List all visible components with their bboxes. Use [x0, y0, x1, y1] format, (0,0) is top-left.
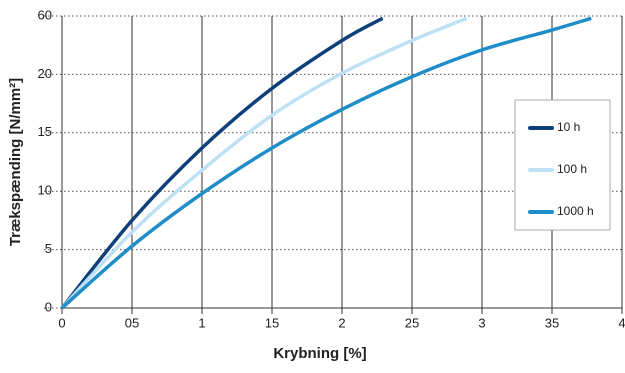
legend-box [514, 99, 611, 231]
x-tick-label: 3 [478, 315, 485, 330]
x-tick-label: 35 [545, 315, 559, 330]
x-tick-label: 2 [338, 315, 345, 330]
y-tick-label: 5 [45, 241, 52, 256]
x-tick-label: 0 [58, 315, 65, 330]
y-axis-title: Trækspænding [N/mm²] [7, 78, 24, 246]
x-tick-label: 05 [125, 315, 139, 330]
legend-label: 10 h [557, 120, 580, 134]
y-tick-label: 60 [38, 7, 52, 22]
x-tick-label: 15 [265, 315, 279, 330]
y-tick-label: 15 [38, 124, 52, 139]
y-tick-label: 20 [38, 66, 52, 81]
x-tick-label: 1 [198, 315, 205, 330]
y-tick-label: 10 [38, 183, 52, 198]
line [60, 16, 592, 310]
x-tick-label: 4 [618, 315, 625, 330]
x-axis-title: Krybning [%] [273, 345, 366, 362]
x-tick-label: 25 [405, 315, 419, 330]
line [60, 16, 384, 310]
legend-label: 100 h [557, 162, 587, 176]
y-tick-label: 0 [45, 299, 52, 314]
line [60, 16, 468, 310]
legend-label: 1000 h [557, 204, 594, 218]
